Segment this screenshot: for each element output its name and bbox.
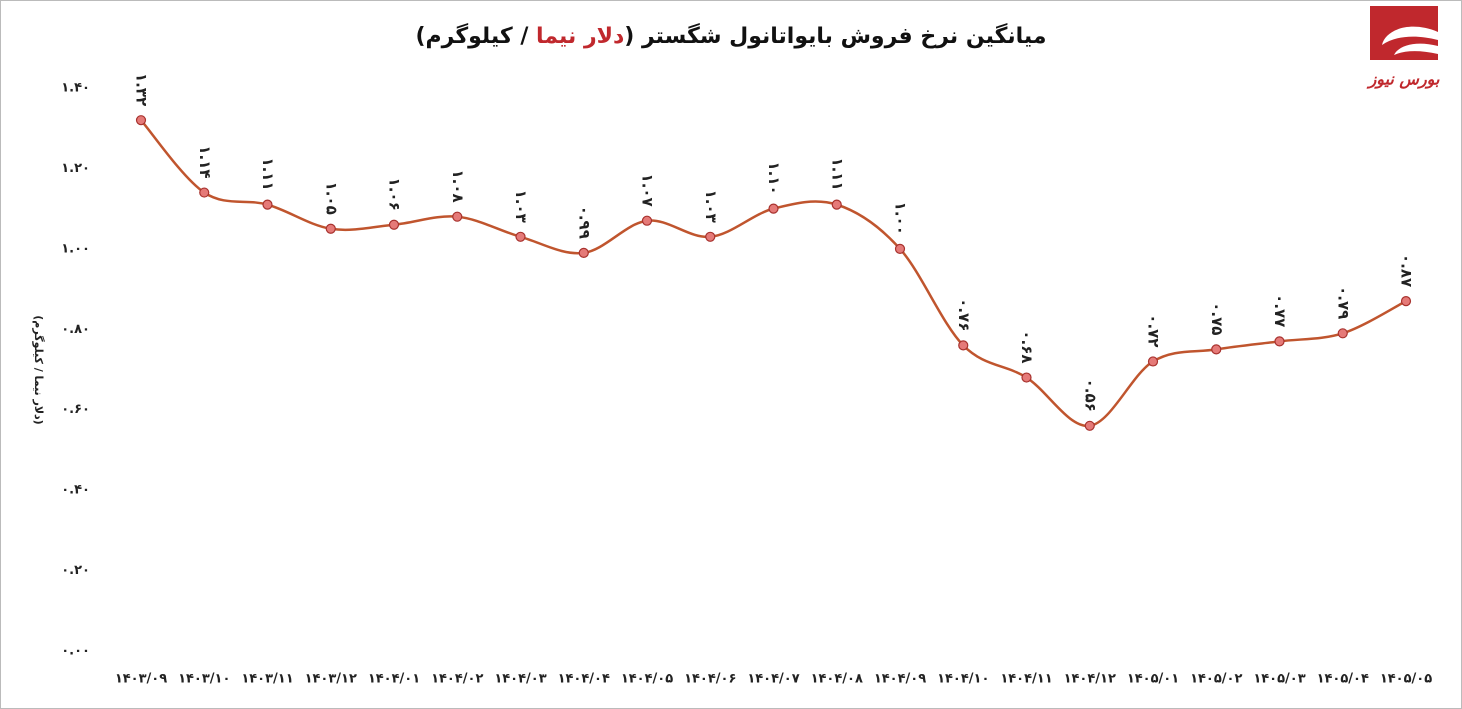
- y-tick-label: ۰.۴۰: [61, 483, 90, 498]
- data-label: ۱.۱۱: [828, 157, 846, 190]
- data-label: ۱.۰۷: [639, 174, 657, 207]
- chart-title: میانگین نرخ فروش بایواتانول شگستر (دلار …: [0, 24, 1462, 49]
- data-label: ۰.۸۷: [1398, 254, 1416, 287]
- marker: [641, 215, 653, 226]
- x-tick-label: ۱۴۰۴/۰۴: [558, 672, 610, 687]
- data-label: ۱.۰۰: [892, 202, 910, 235]
- y-tick-label: ۰.۸۰: [61, 322, 90, 337]
- marker: [1084, 420, 1095, 431]
- data-label: ۱.۰۳: [512, 190, 530, 223]
- logo: بورس نیوز: [1366, 6, 1440, 90]
- x-tick-label: ۱۴۰۳/۱۱: [241, 672, 293, 687]
- x-tick-label: ۱۴۰۴/۱۰: [937, 672, 989, 687]
- marker: [388, 219, 400, 230]
- x-tick-label: ۱۴۰۵/۰۳: [1253, 672, 1305, 687]
- x-tick-label: ۱۴۰۴/۰۲: [431, 672, 483, 687]
- logo-text: بورس نیوز: [1366, 70, 1440, 90]
- x-tick-label: ۱۴۰۴/۰۵: [621, 672, 673, 687]
- marker: [894, 243, 906, 254]
- marker: [262, 199, 273, 210]
- y-axis-label: (دلار نیما / کیلوگرم): [32, 315, 45, 424]
- x-tick-label: ۱۴۰۳/۰۹: [115, 672, 167, 687]
- y-tick-label: ۱.۰۰: [61, 241, 90, 256]
- y-tick-label: ۱.۲۰: [61, 161, 90, 176]
- x-tick-label: ۱۴۰۴/۰۸: [811, 672, 863, 687]
- x-tick-label: ۱۴۰۵/۰۴: [1317, 672, 1369, 687]
- x-tick-label: ۱۴۰۵/۰۵: [1380, 672, 1432, 687]
- marker: [705, 231, 716, 242]
- marker: [1274, 336, 1285, 347]
- y-tick-label: ۱.۴۰: [61, 81, 90, 96]
- marker: [515, 231, 526, 242]
- x-tick-label: ۱۴۰۴/۱۱: [1000, 672, 1052, 687]
- data-label: ۱.۱۱: [259, 157, 277, 190]
- x-tick-label: ۱۴۰۳/۱۲: [305, 672, 357, 687]
- data-label: ۰.۷۵: [1208, 302, 1226, 335]
- data-label: ۱.۱۴: [196, 145, 214, 178]
- marker: [452, 211, 463, 222]
- data-label: ۰.۷۲: [1145, 314, 1163, 347]
- data-label: ۱.۰۵: [322, 182, 340, 215]
- data-label: ۱.۰۸: [449, 170, 467, 203]
- marker: [1337, 328, 1348, 339]
- y-tick-label: ۰.۶۰: [61, 402, 90, 417]
- data-label: ۱.۰۳: [702, 190, 720, 223]
- data-label: ۰.۷۹: [1334, 286, 1352, 319]
- marker: [1021, 372, 1032, 383]
- x-tick-label: ۱۴۰۳/۱۰: [178, 672, 230, 687]
- title-part: میانگین نرخ فروش بایواتانول شگستر (: [624, 24, 1047, 49]
- x-tick-label: ۱۴۰۴/۰۷: [747, 672, 799, 687]
- data-label: ۱.۳۲: [133, 73, 151, 106]
- x-tick-label: ۱۴۰۴/۰۶: [684, 672, 736, 687]
- data-label: ۰.۷۶: [955, 298, 973, 331]
- title-part: / کیلوگرم): [415, 24, 537, 49]
- x-tick-label: ۱۴۰۴/۰۹: [874, 672, 926, 687]
- x-tick-label: ۱۴۰۵/۰۲: [1190, 672, 1242, 687]
- data-label: ۰.۶۸: [1018, 330, 1036, 363]
- data-label: ۰.۹۹: [575, 206, 593, 239]
- marker: [1400, 296, 1412, 307]
- marker: [325, 223, 336, 234]
- marker: [199, 187, 210, 198]
- marker: [958, 340, 969, 351]
- marker: [768, 203, 779, 214]
- marker: [578, 247, 589, 258]
- marker: [135, 115, 147, 126]
- data-label: ۰.۷۷: [1271, 294, 1289, 327]
- data-label: ۱.۰۶: [386, 178, 404, 211]
- x-tick-label: ۱۴۰۴/۱۲: [1064, 672, 1116, 687]
- marker: [1211, 344, 1222, 355]
- y-tick-label: ۰.۲۰: [61, 563, 90, 578]
- marker: [1147, 356, 1159, 367]
- x-tick-label: ۱۴۰۴/۰۱: [368, 672, 420, 687]
- marker: [831, 199, 842, 210]
- data-label: ۰.۵۶: [1081, 379, 1099, 412]
- x-tick-label: ۱۴۰۵/۰۱: [1127, 672, 1179, 687]
- data-label: ۱.۱۰: [765, 161, 783, 194]
- y-tick-label: ۰.۰۰: [61, 644, 90, 659]
- x-tick-label: ۱۴۰۴/۰۳: [494, 672, 546, 687]
- title-currency: دلار نیما: [536, 24, 625, 49]
